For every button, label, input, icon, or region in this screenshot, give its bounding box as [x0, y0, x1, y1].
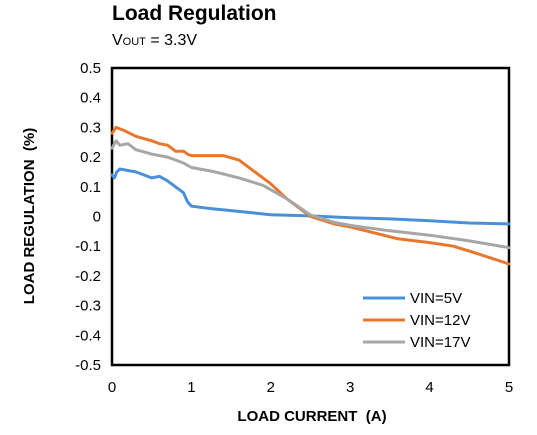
series-line-vin-5v	[110, 167, 511, 226]
x-tick-label: 0	[108, 379, 116, 396]
subtitle-subscript: OUT	[122, 36, 146, 48]
y-tick-label: 0.1	[80, 179, 101, 196]
y-tick-label: -0.5	[75, 357, 101, 374]
y-tick-label: 0.4	[80, 90, 101, 107]
chart-title: Load Regulation	[112, 2, 277, 25]
legend-label: VIN=17V	[410, 334, 470, 351]
series-line-vin-12v	[110, 125, 511, 266]
x-tick-label: 5	[505, 379, 513, 396]
plot-area-frame	[110, 66, 511, 367]
y-tick-label: 0	[93, 209, 101, 226]
y-tick-label: -0.3	[75, 298, 101, 315]
y-tick-label: -0.4	[75, 327, 101, 344]
x-tick-label: 4	[425, 379, 433, 396]
y-axis-title: LOAD REGULATION (%)	[21, 128, 38, 304]
legend-label: VIN=12V	[410, 312, 470, 329]
subtitle-suffix: = 3.3V	[145, 32, 198, 49]
x-tick-label: 3	[346, 379, 354, 396]
x-axis-title: LOAD CURRENT (A)	[237, 408, 386, 425]
series-line-vin-17v	[110, 139, 511, 250]
y-tick-label: -0.2	[75, 268, 101, 285]
y-axis-ticks: 0.5 0.4 0.3 0.2 0.1 0 -0.1 -0.2 -0.3 -0.4 -0.5	[75, 60, 101, 374]
x-tick-label: 2	[267, 379, 275, 396]
legend: VIN=5V VIN=12V VIN=17V	[356, 283, 506, 359]
chart-subtitle: VOUT = 3.3V	[112, 32, 197, 50]
y-tick-label: 0.3	[80, 119, 101, 136]
y-tick-label: 0.2	[80, 149, 101, 166]
subtitle-prefix: V	[112, 32, 123, 49]
y-tick-label: 0.5	[80, 60, 101, 77]
y-tick-label: -0.1	[75, 238, 101, 255]
x-axis-ticks: 0 1 2 3 4 5	[108, 379, 513, 396]
legend-label: VIN=5V	[410, 290, 462, 307]
series-layer	[110, 125, 511, 266]
x-tick-label: 1	[187, 379, 195, 396]
